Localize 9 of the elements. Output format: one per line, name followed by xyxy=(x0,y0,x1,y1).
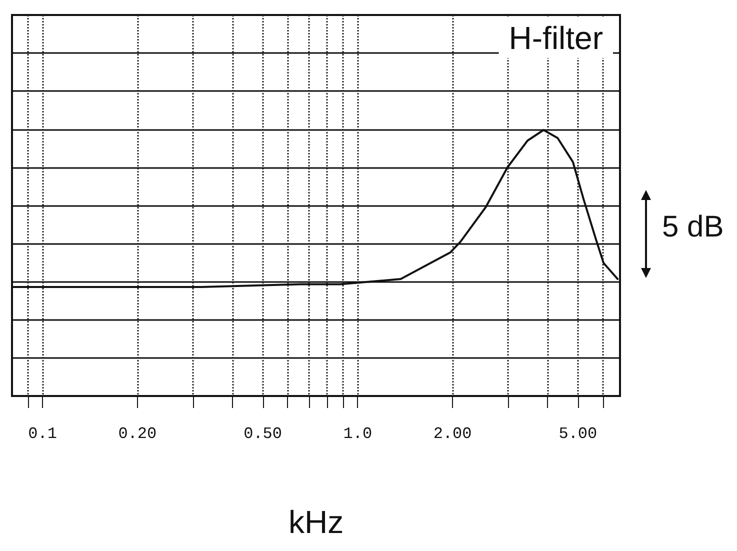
x-tick-label: 5.00 xyxy=(558,425,598,443)
text: 5 dB xyxy=(662,210,724,244)
x-tick-label: 0.20 xyxy=(118,425,157,443)
x-tick-label: 0.50 xyxy=(244,425,282,443)
x-tick-label: 2.00 xyxy=(433,425,472,443)
x-tick-label: 1.0 xyxy=(343,425,372,443)
x-axis-title: kHz xyxy=(288,504,344,540)
chart-title: H-filter xyxy=(508,20,604,56)
x-tick-label: 0.1 xyxy=(28,425,57,443)
